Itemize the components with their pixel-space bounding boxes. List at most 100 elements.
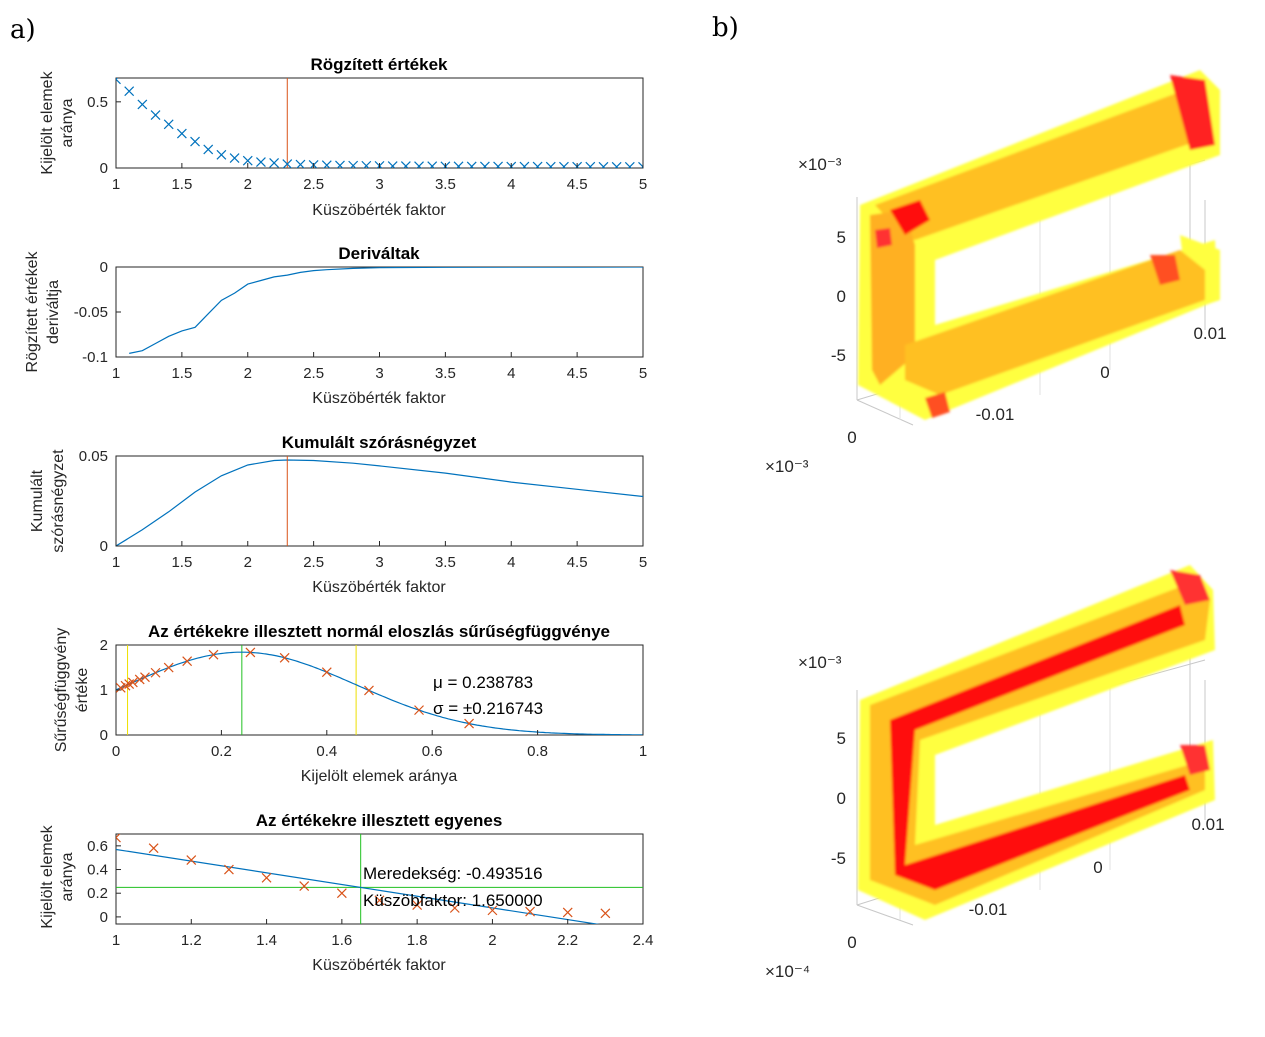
plot1-axes-box xyxy=(115,77,644,169)
plot3-xtick-label: 2 xyxy=(244,554,252,571)
plot4-point xyxy=(464,718,475,729)
plot4-pdf-curve xyxy=(116,651,643,735)
plot1-point xyxy=(203,144,214,155)
plot5-xtick-label: 1.8 xyxy=(407,932,428,949)
plot5-plot-area xyxy=(116,834,643,924)
plot3-xtick-label: 4 xyxy=(507,554,515,571)
plot5-point xyxy=(412,900,423,910)
plot3-xtick-label: 4.5 xyxy=(567,554,588,571)
plot5-point xyxy=(186,855,197,865)
plot2-ylabel-2: deriváltja xyxy=(45,280,62,344)
plot2-xtick-label: 4.5 xyxy=(567,365,588,382)
plot4-ytick-label: 1 xyxy=(100,682,108,699)
view3d-top-hot-1 xyxy=(1170,75,1215,150)
view3d-top-ztick-3: -5 xyxy=(831,346,846,365)
plot5-xtick-label: 2 xyxy=(488,932,496,949)
plot3-ylabel-2: szórásnégyzet xyxy=(50,449,67,553)
plot4-axes-box xyxy=(115,644,644,736)
plot4-xtick-label: 0.4 xyxy=(316,743,337,760)
plot5-ytick-label: 0.6 xyxy=(87,838,108,855)
plot1-point xyxy=(479,161,490,168)
plot2-ytick-label: -0.05 xyxy=(74,304,108,321)
plot1-xtick-label: 3.5 xyxy=(435,176,456,193)
view3d-top-floor-tick: 0 xyxy=(847,428,856,447)
plot4-point xyxy=(140,672,150,683)
plot5-point xyxy=(449,903,460,913)
plot3-ytick-label: 0 xyxy=(100,538,108,555)
plot1-point xyxy=(624,161,635,168)
plot2-axes-box xyxy=(115,266,644,358)
plot4-point xyxy=(208,649,219,660)
plot5-ytick-label: 0 xyxy=(100,909,108,926)
plot-rogzitett-ertekek: Rögzített értékek 1 1.5 2 2.5 3 3.5 4 4.5 500.5 … xyxy=(39,55,647,219)
plot4-point xyxy=(245,647,256,658)
plot5-ytick-label: 0.2 xyxy=(87,885,108,902)
view3d-top-hot-5 xyxy=(925,392,950,418)
plot2-xtick-label: 1.5 xyxy=(171,365,192,382)
plot1-point xyxy=(242,155,253,166)
plot5-axes-box xyxy=(115,833,644,925)
plot4-ytick-label: 2 xyxy=(100,637,108,654)
plot3-xtick-label: 1.5 xyxy=(171,554,192,571)
plot4-xtick-label: 0 xyxy=(112,743,120,760)
view3d-top-z-exponent: ×10⁻³ xyxy=(798,155,842,174)
panel-a-plots: Rögzített értékek 1 1.5 2 2.5 3 3.5 4 4.5 500.5 … xyxy=(24,55,653,974)
plot4-xlabel: Kijelölt elemek aránya xyxy=(301,768,458,785)
plot5-point xyxy=(600,908,611,919)
view3d-bottom-surface xyxy=(858,565,1215,920)
plot2-title: Deriváltak xyxy=(338,244,420,263)
plot2-series-line xyxy=(129,267,643,354)
view3d-bottom-xtick-1: -0.01 xyxy=(969,900,1008,919)
view3d-top-band-lower xyxy=(905,250,1205,395)
plot4-point xyxy=(150,667,161,678)
plot1-point xyxy=(598,161,609,168)
plot1-point xyxy=(229,153,240,163)
plot5-annotation-threshold: Küszöbfaktor: 1.650000 xyxy=(363,891,543,910)
plot2-xtick-label: 3 xyxy=(375,365,383,382)
plot5-xtick-label: 1 xyxy=(112,932,120,949)
view3d-top-x-exponent: ×10⁻³ xyxy=(765,457,809,476)
plot1-point xyxy=(638,161,643,168)
plot3-title: Kumulált szórásnégyzet xyxy=(282,433,477,452)
plot2-xtick-label: 3.5 xyxy=(435,365,456,382)
view3d-top-xtick-3: 0.01 xyxy=(1193,324,1226,343)
plot5-annotation-slope: Meredekség: -0.493516 xyxy=(363,864,543,883)
plot1-point xyxy=(493,161,503,168)
plot5-point xyxy=(487,905,498,916)
plot1-point xyxy=(466,161,477,168)
plot1-point xyxy=(559,161,569,168)
plot1-point xyxy=(190,136,200,147)
plot4-annotation-sigma: σ = ±0.216743 xyxy=(433,699,543,718)
plot1-point xyxy=(545,161,556,168)
plot5-ytick-label: 0.4 xyxy=(87,862,108,879)
plot5-point xyxy=(261,872,272,883)
plot2-ytick-label: 0 xyxy=(100,259,108,276)
plot1-point xyxy=(150,110,161,120)
plot1-point xyxy=(453,161,464,168)
plot1-point xyxy=(611,161,622,168)
plot2-xtick-label: 4 xyxy=(507,365,515,382)
plot1-point xyxy=(256,157,266,167)
view3d-bottom-hot-band xyxy=(890,605,1190,890)
plot2-ylabel-1: Rögzített értékek xyxy=(24,251,41,373)
plot4-xtick-label: 0.8 xyxy=(527,743,548,760)
plot2-xtick-label: 2.5 xyxy=(303,365,324,382)
plot2-xtick-label: 5 xyxy=(639,365,647,382)
plot4-point xyxy=(321,667,332,678)
panel-label-a: a) xyxy=(10,15,36,45)
plot1-point xyxy=(585,161,596,168)
view3d-bottom-z-exponent: ×10⁻³ xyxy=(798,653,842,672)
plot1-point xyxy=(519,161,530,168)
plot1-point xyxy=(163,119,174,130)
view3d-top-hot-3 xyxy=(875,228,892,248)
plot5-point xyxy=(562,907,573,918)
plot4-ylabel-1: Sűrűségfüggvény xyxy=(53,628,70,753)
plot3-xtick-label: 3 xyxy=(375,554,383,571)
view3d-top-hot-2 xyxy=(890,200,930,235)
view3d-bottom-hot-1 xyxy=(1170,570,1210,605)
plot4-point xyxy=(364,685,374,696)
plot-kumulalt-szorasnegyzet: Kumulált szórásnégyzet 1 1.5 2 2.5 3 3.5 4 4.5 5… xyxy=(29,433,647,596)
plot1-xlabel: Küszöbérték faktor xyxy=(312,202,446,219)
plot5-xtick-label: 1.6 xyxy=(331,932,352,949)
